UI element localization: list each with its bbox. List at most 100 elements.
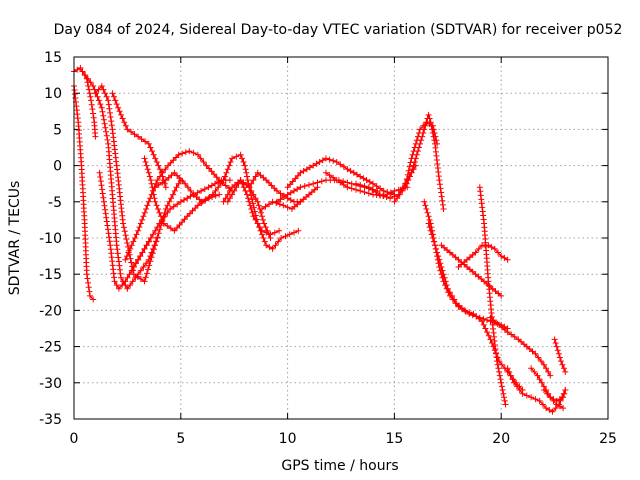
data-point-marker (560, 365, 567, 372)
data-point-marker (538, 379, 545, 386)
data-point-marker (273, 198, 280, 205)
data-point-marker (217, 180, 224, 187)
data-point-marker (165, 162, 171, 169)
data-point-marker (475, 245, 482, 252)
data-point-marker (157, 213, 164, 220)
data-point-marker (248, 206, 255, 212)
data-point-marker (504, 256, 511, 263)
data-point-marker (130, 264, 137, 270)
data-point-marker (255, 202, 262, 209)
data-point-marker (100, 112, 107, 119)
data-point-marker (449, 292, 456, 299)
data-point-marker (100, 116, 107, 123)
data-point-marker (433, 137, 440, 144)
data-point-marker (145, 238, 152, 245)
data-point-marker (294, 186, 301, 193)
data-point-marker (128, 267, 135, 274)
data-point-marker (86, 86, 92, 93)
data-point-marker (403, 176, 410, 182)
data-point-marker (224, 166, 231, 173)
data-point-marker (423, 206, 430, 212)
data-point-marker (560, 394, 567, 401)
data-point-marker (416, 130, 422, 136)
data-point-marker (281, 194, 287, 200)
data-point-marker (431, 130, 438, 136)
data-point-marker (402, 184, 409, 191)
data-point-marker (123, 236, 130, 243)
data-point-marker (162, 184, 169, 191)
data-point-marker (153, 238, 160, 245)
data-point-marker (111, 278, 118, 285)
data-point-marker (77, 64, 84, 71)
data-point-marker (98, 104, 105, 111)
data-point-marker (248, 180, 255, 187)
data-point-marker (119, 282, 126, 289)
data-point-marker (556, 403, 563, 410)
plot-data (71, 64, 569, 415)
data-point-marker (340, 163, 347, 170)
data-point-marker (439, 201, 446, 208)
data-point-marker (159, 216, 166, 223)
data-point-marker (108, 122, 115, 129)
data-point-marker (246, 184, 253, 191)
data-point-marker (167, 206, 174, 212)
data-point-marker (426, 224, 433, 231)
data-point-marker (113, 101, 120, 108)
data-point-marker (484, 317, 490, 324)
data-point-marker (500, 390, 507, 397)
data-point-marker (357, 181, 364, 188)
data-point-marker (498, 383, 505, 390)
data-point-marker (429, 122, 436, 129)
data-point-marker (252, 195, 259, 202)
data-point-marker (221, 173, 228, 180)
data-point-marker (103, 218, 110, 225)
data-point-marker (498, 292, 505, 299)
data-point-marker (425, 213, 432, 220)
data-point-marker (306, 181, 312, 188)
data-point-marker (357, 187, 364, 194)
series-track-1 (71, 83, 97, 303)
data-point-marker (200, 159, 207, 165)
data-point-marker (199, 198, 206, 205)
data-point-marker (153, 202, 160, 209)
data-point-marker (211, 171, 218, 178)
data-point-marker (441, 274, 448, 281)
data-point-marker (215, 184, 222, 191)
data-point-marker (361, 189, 368, 196)
data-point-marker (247, 202, 254, 209)
data-point-marker (105, 226, 111, 233)
y-tick-label: 0 (53, 159, 62, 175)
data-point-marker (143, 242, 150, 249)
data-point-marker (187, 187, 194, 194)
data-point-marker (275, 238, 282, 245)
data-point-marker (545, 368, 552, 375)
data-point-marker (249, 209, 256, 216)
data-point-marker (97, 178, 104, 185)
data-point-marker (122, 232, 129, 239)
data-point-marker (119, 115, 126, 122)
data-point-marker (436, 177, 443, 184)
data-point-marker (155, 206, 161, 212)
data-point-marker (284, 191, 291, 198)
data-point-marker (157, 166, 163, 173)
data-point-marker (439, 197, 446, 204)
data-point-marker (539, 401, 546, 408)
data-point-marker (426, 216, 433, 223)
data-point-marker (229, 191, 236, 198)
data-point-marker (319, 157, 326, 164)
data-point-marker (94, 93, 101, 100)
data-point-marker (102, 206, 109, 213)
data-point-marker (291, 229, 297, 236)
data-point-marker (409, 166, 416, 173)
data-point-marker (171, 169, 178, 176)
data-point-marker (143, 260, 150, 267)
data-point-marker (141, 209, 148, 216)
y-tick-label: -30 (39, 376, 62, 392)
data-point-marker (494, 361, 501, 368)
data-point-marker (286, 231, 293, 238)
y-tick-label: -25 (39, 340, 62, 356)
data-point-marker (116, 266, 123, 273)
data-point-marker (139, 216, 146, 223)
data-point-marker (554, 347, 561, 354)
data-point-marker (277, 190, 284, 197)
